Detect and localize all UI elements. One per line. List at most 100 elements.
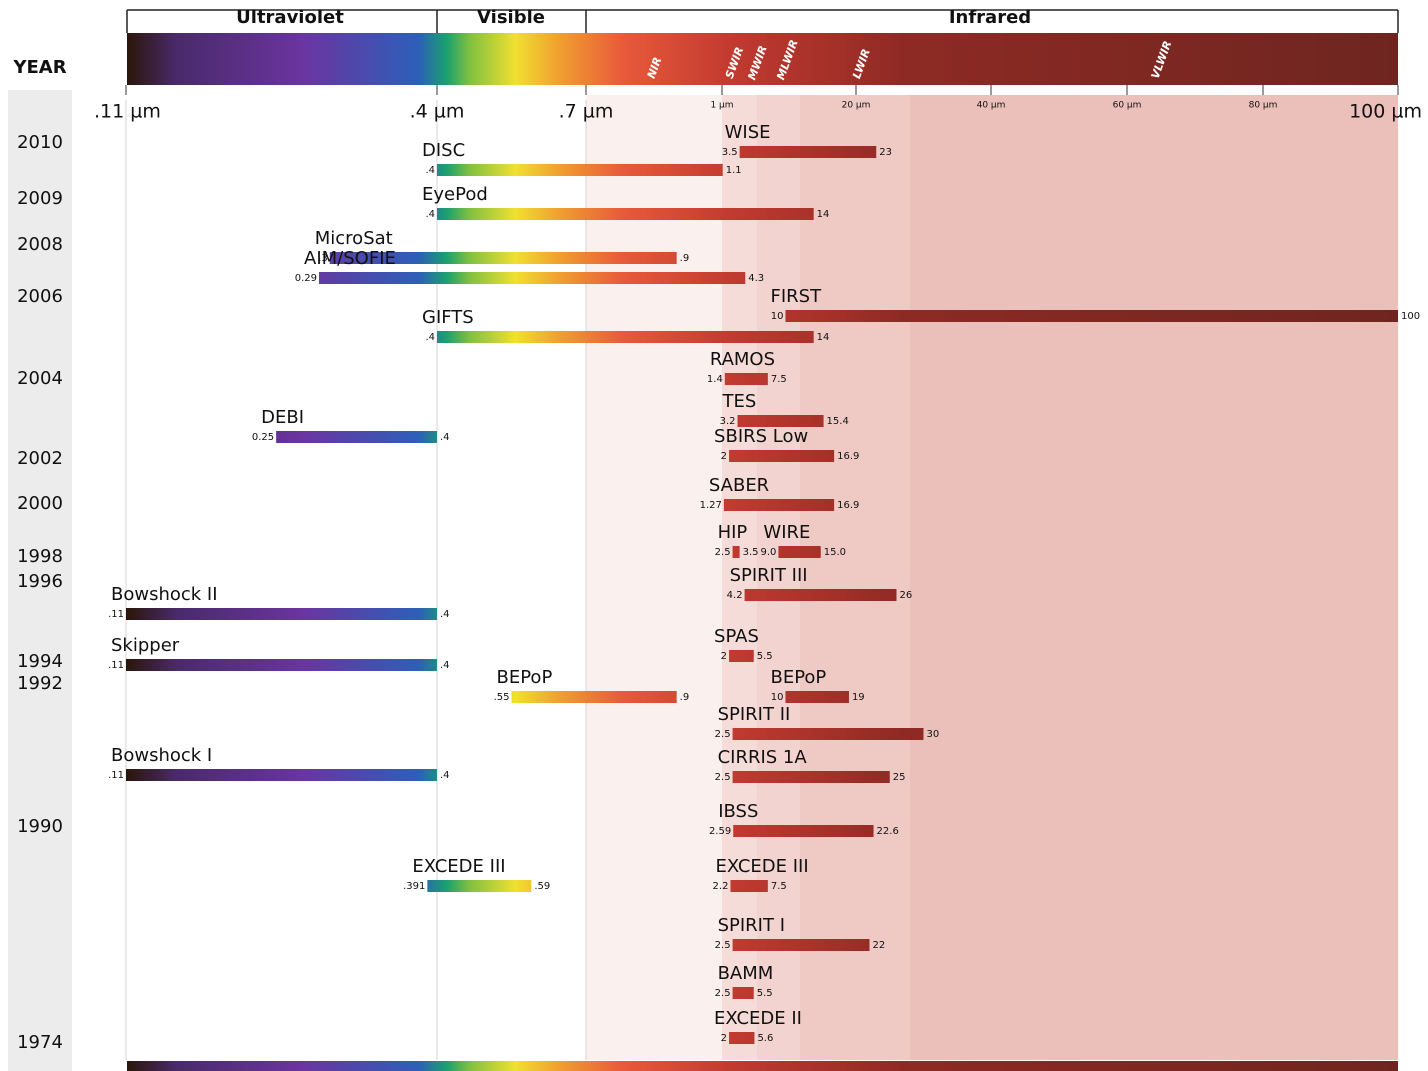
x-tick-label: .11 µm [94, 101, 161, 123]
value-label: 5.5 [757, 651, 773, 662]
range-bar [724, 499, 834, 511]
year-label: 1998 [17, 546, 63, 567]
range-bar [725, 373, 768, 385]
instrument-name: WIRE [763, 522, 810, 543]
value-label: 5.6 [757, 1033, 773, 1044]
range-bar [729, 1032, 754, 1044]
range-bar [126, 659, 437, 671]
instrument-name: SPIRIT III [730, 565, 808, 586]
instrument-name: SPIRIT II [718, 704, 791, 725]
value-label: 3.5 [722, 147, 738, 158]
year-header: YEAR [12, 57, 66, 78]
instrument-name: HIP [718, 522, 748, 543]
value-label: 5.5 [757, 988, 773, 999]
instrument-name: TES [722, 391, 757, 412]
year-label: 2008 [17, 234, 63, 255]
x-tick-label: 80 µm [1249, 101, 1278, 111]
range-bar [733, 728, 924, 740]
instrument-name: SABER [709, 475, 769, 496]
value-label: 1.1 [726, 165, 742, 176]
value-label: 16.9 [837, 500, 859, 511]
value-label: 16.9 [837, 451, 859, 462]
value-label: .4 [425, 332, 435, 343]
vlwir-region [910, 95, 1398, 1060]
year-label: 1990 [17, 816, 63, 837]
instrument-name: GIFTS [422, 307, 474, 328]
instrument-name: Skipper [111, 635, 180, 656]
instrument-name: DISC [422, 140, 465, 161]
x-tick-label: .4 µm [410, 101, 465, 123]
x-tick-label: .7 µm [559, 101, 614, 123]
value-label: 2.59 [709, 826, 731, 837]
value-label: 1.4 [707, 374, 723, 385]
value-label: .11 [108, 660, 124, 671]
spectrum-bar-bottom [127, 1061, 1398, 1071]
range-bar [437, 331, 814, 343]
chart: Ultraviolet Visible Infrared YEAR NIRSWI… [0, 0, 1428, 1071]
year-label: 2000 [17, 493, 63, 514]
value-label: .9 [680, 253, 690, 264]
value-label: 22 [873, 940, 886, 951]
year-label: 2002 [17, 448, 63, 469]
range-bar [733, 546, 740, 558]
instrument-name: Bowshock II [111, 584, 218, 605]
value-label: .4 [440, 432, 450, 443]
instrument-name: WISE [725, 122, 771, 143]
instrument-name: BAMM [718, 963, 774, 984]
nir-region [586, 95, 722, 1060]
value-label: 15.4 [827, 416, 849, 427]
x-tick-label: 100 µm [1349, 101, 1422, 123]
instrument-name: EXCEDE III [715, 856, 808, 877]
value-label: 10 [771, 311, 784, 322]
year-label: 1996 [17, 571, 63, 592]
instrument-name: EXCEDE II [714, 1008, 802, 1029]
range-bar [733, 939, 870, 951]
range-bar [733, 987, 754, 999]
value-label: 2.5 [715, 772, 731, 783]
range-bar [319, 272, 745, 284]
x-tick-label: 1 µm [710, 101, 733, 111]
year-label: 2010 [17, 132, 63, 153]
year-label: 2009 [17, 188, 63, 209]
value-label: 2.5 [715, 547, 731, 558]
value-label: .9 [680, 692, 690, 703]
instrument-name: BEPoP [770, 667, 826, 688]
instrument-name: MicroSat [315, 228, 393, 249]
year-label: 2004 [17, 368, 63, 389]
instrument-name: EXCEDE III [412, 856, 505, 877]
x-tick-label: 40 µm [977, 101, 1006, 111]
value-label: 10 [771, 692, 784, 703]
range-bar [785, 310, 1398, 322]
range-bar [427, 880, 531, 892]
instrument-name: RAMOS [710, 349, 775, 370]
value-label: .11 [108, 609, 124, 620]
value-label: 9.0 [761, 547, 777, 558]
value-label: 2.5 [715, 988, 731, 999]
year-label: 1974 [17, 1032, 63, 1053]
range-bar [740, 146, 877, 158]
value-label: 2.2 [713, 881, 729, 892]
value-label: .4 [425, 209, 435, 220]
range-bar [733, 771, 890, 783]
value-label: 19 [852, 692, 865, 703]
value-label: 1.27 [700, 500, 722, 511]
value-label: .4 [440, 770, 450, 781]
range-bar [785, 691, 848, 703]
instrument-name: AIM/SOFIE [304, 248, 396, 269]
value-label: .4 [440, 609, 450, 620]
region-label: Infrared [949, 7, 1031, 28]
value-label: 23 [879, 147, 892, 158]
value-label: 7.5 [771, 374, 787, 385]
range-bar [730, 880, 767, 892]
value-label: 4.2 [727, 590, 743, 601]
instrument-name: SBIRS Low [714, 426, 808, 447]
range-bar [276, 431, 437, 443]
range-bar [733, 825, 873, 837]
value-label: 25 [893, 772, 906, 783]
region-label: Visible [477, 7, 545, 28]
value-label: 26 [900, 590, 913, 601]
value-label: 0.25 [252, 432, 274, 443]
x-tick-label: 60 µm [1113, 101, 1142, 111]
value-label: .4 [425, 165, 435, 176]
value-label: .59 [534, 881, 550, 892]
